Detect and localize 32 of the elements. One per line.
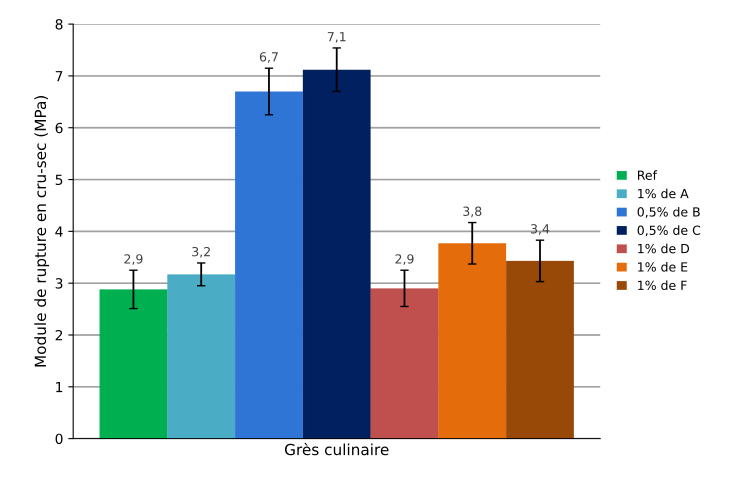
data-label: 2,9	[395, 254, 414, 265]
y-tick-label: 1	[56, 382, 62, 392]
data-label: 3,8	[463, 206, 482, 218]
y-tick-label: 7	[56, 71, 62, 82]
data-label: 7,1	[328, 32, 346, 43]
bar	[100, 289, 168, 439]
y-tick-label: 4	[55, 226, 63, 237]
legend-label: 1% de E	[638, 262, 688, 272]
legend-label: 1% de D	[638, 244, 690, 254]
y-tick-label: 8	[56, 19, 63, 30]
data-label: 3,2	[192, 246, 210, 258]
y-tick-label: 0	[56, 434, 63, 444]
data-label: 6,7	[260, 52, 278, 63]
bar	[438, 243, 506, 439]
y-tick-label: 5	[56, 174, 62, 186]
legend-label: 0,5% de B	[638, 206, 700, 218]
legend-label: 0,5% de C	[638, 225, 700, 236]
data-label: 2,9	[124, 254, 142, 265]
y-tick-label: 3	[56, 278, 62, 289]
x-tick-label: Grès culinaire	[284, 442, 389, 456]
bar	[506, 260, 574, 439]
bar	[167, 274, 236, 439]
y-tick-label: 6	[56, 122, 63, 134]
bar	[235, 91, 303, 439]
y-axis-title: Module de rupture en cru-sec (MPa)	[34, 96, 50, 367]
bar	[302, 70, 371, 439]
data-label: 3,4	[531, 224, 550, 235]
legend-label: Ref	[638, 170, 658, 180]
bar	[370, 288, 438, 439]
y-tick-label: 2	[56, 330, 62, 340]
legend-label: 1% de F	[638, 280, 687, 290]
legend-label: 1% de A	[638, 188, 689, 198]
